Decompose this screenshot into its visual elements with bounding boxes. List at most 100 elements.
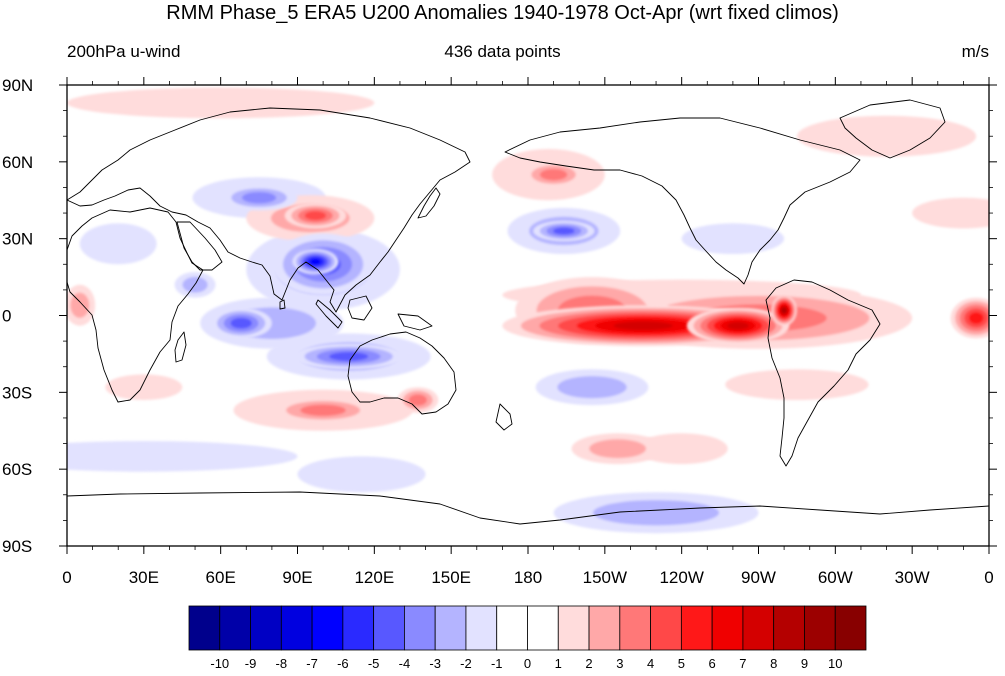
anomaly-band: [309, 258, 322, 265]
anomaly-feature: [67, 87, 375, 119]
colorbar-label: 9: [801, 656, 808, 671]
anomaly-feature: [912, 197, 989, 229]
colorbar-label: 1: [555, 656, 562, 671]
colorbar-swatch: [188, 605, 221, 651]
anomaly-band: [727, 321, 749, 330]
colorbar-swatch: [711, 605, 744, 651]
anomaly-band: [539, 168, 568, 181]
x-tick-label: 30W: [895, 568, 930, 587]
anomaly-band: [79, 223, 157, 265]
colorbar-label: 2: [585, 656, 592, 671]
anomaly-band: [67, 87, 375, 119]
anomaly-feature: [105, 374, 183, 401]
anomaly-feature: [686, 307, 790, 344]
anomaly-band: [300, 404, 346, 416]
x-tick-label: 60E: [206, 568, 236, 587]
anomaly-band: [968, 312, 984, 324]
anomaly-feature: [771, 295, 797, 326]
x-tick-label: 180: [514, 568, 542, 587]
colorbar-swatch: [404, 605, 436, 651]
anomaly-feature: [67, 440, 298, 472]
y-tick-label: 30S: [2, 383, 32, 402]
colorbar-swatch: [219, 605, 251, 651]
x-tick-label: 0: [984, 568, 993, 587]
coastline-layer: [67, 99, 989, 525]
colorbar-swatch: [434, 605, 467, 651]
anomaly-band: [297, 456, 426, 493]
colorbar-label: -4: [399, 656, 411, 671]
colorbar-swatch: [465, 605, 498, 651]
anomaly-feature: [796, 115, 977, 157]
colorbar-label: -2: [460, 656, 472, 671]
anomaly-feature: [635, 433, 728, 465]
anomaly-feature: [522, 161, 585, 188]
y-tick-label: 90N: [2, 76, 33, 95]
anomaly-band: [781, 307, 788, 314]
anomaly-feature: [67, 284, 96, 326]
anomaly-band: [912, 197, 989, 229]
colorbar-swatch: [250, 605, 282, 651]
anomaly-feature: [553, 492, 759, 534]
anomaly-feature: [397, 387, 439, 413]
axis-layer: 0 30E 60E 90E 120E 150E 180 150W 120W 90W 60W 30W 0 9…: [2, 76, 997, 587]
colorbar-label: -10: [210, 656, 229, 671]
anomaly-band: [67, 440, 298, 472]
anomaly-band: [725, 369, 869, 401]
x-tick-label: 120W: [659, 568, 703, 587]
variable-label: 200hPa u-wind: [67, 42, 181, 61]
y-tick-label: 90S: [2, 537, 32, 556]
anomaly-band: [796, 115, 977, 157]
x-tick-label: 60W: [818, 568, 853, 587]
colorbar-label: -5: [368, 656, 380, 671]
colorbar: -10 -9 -8 -7 -6 -5 -4 -3 -2 -1 0 1 2 3 4 5 6 7 8 9 10: [188, 605, 867, 671]
colorbar-label: 10: [828, 656, 842, 671]
anomaly-feature: [210, 307, 272, 339]
colorbar-label: 6: [709, 656, 716, 671]
anomaly-band: [408, 394, 427, 406]
colorbar-label: -9: [245, 656, 257, 671]
colorbar-label: 4: [647, 656, 654, 671]
colorbar-label: 3: [616, 656, 623, 671]
anomaly-feature: [571, 433, 664, 465]
map-title: RMM Phase_5 ERA5 U200 Anomalies 1940-197…: [166, 2, 839, 24]
colorbar-swatch: [557, 605, 590, 651]
colorbar-label: 0: [524, 656, 531, 671]
anomaly-band: [230, 317, 252, 329]
colorbar-swatch: [773, 605, 805, 651]
coastline-greenland: [839, 99, 946, 159]
coastline-new-guinea: [397, 313, 433, 331]
coastline-australia: [347, 331, 457, 415]
anomaly-band: [589, 439, 647, 459]
colorbar-label: 7: [739, 656, 746, 671]
colorbar-swatch: [373, 605, 405, 651]
x-tick-label: 150W: [583, 568, 627, 587]
colorbar-swatch: [311, 605, 344, 651]
coastline-africa: [67, 207, 204, 403]
units-label: m/s: [961, 42, 989, 61]
x-tick-label: 0: [62, 568, 71, 587]
colorbar-label: -8: [276, 656, 288, 671]
anomaly-band: [242, 191, 277, 204]
coastline-eurasia: [67, 107, 471, 313]
anomaly-band: [593, 500, 720, 526]
anomaly-feature: [292, 248, 339, 275]
y-tick-label: 60S: [2, 460, 32, 479]
anomaly-band: [613, 321, 673, 331]
anomaly-feature: [535, 369, 649, 406]
colorbar-label: 8: [770, 656, 777, 671]
coastline-north-america: [504, 117, 861, 285]
anomaly-feature: [220, 184, 298, 211]
colorbar-label: -3: [429, 656, 441, 671]
anomaly-feature: [950, 297, 989, 339]
coastline-new-zealand: [495, 403, 513, 431]
colorbar-swatch: [742, 605, 775, 651]
anomaly-band: [329, 352, 369, 361]
anomaly-feature: [292, 343, 406, 370]
colorbar-label: 5: [678, 656, 685, 671]
anomaly-band: [553, 227, 575, 235]
colorbar-swatch: [342, 605, 375, 651]
anomaly-fill-layer: [67, 87, 989, 534]
coastline-sri-lanka: [279, 299, 286, 310]
colorbar-swatch: [834, 605, 867, 651]
